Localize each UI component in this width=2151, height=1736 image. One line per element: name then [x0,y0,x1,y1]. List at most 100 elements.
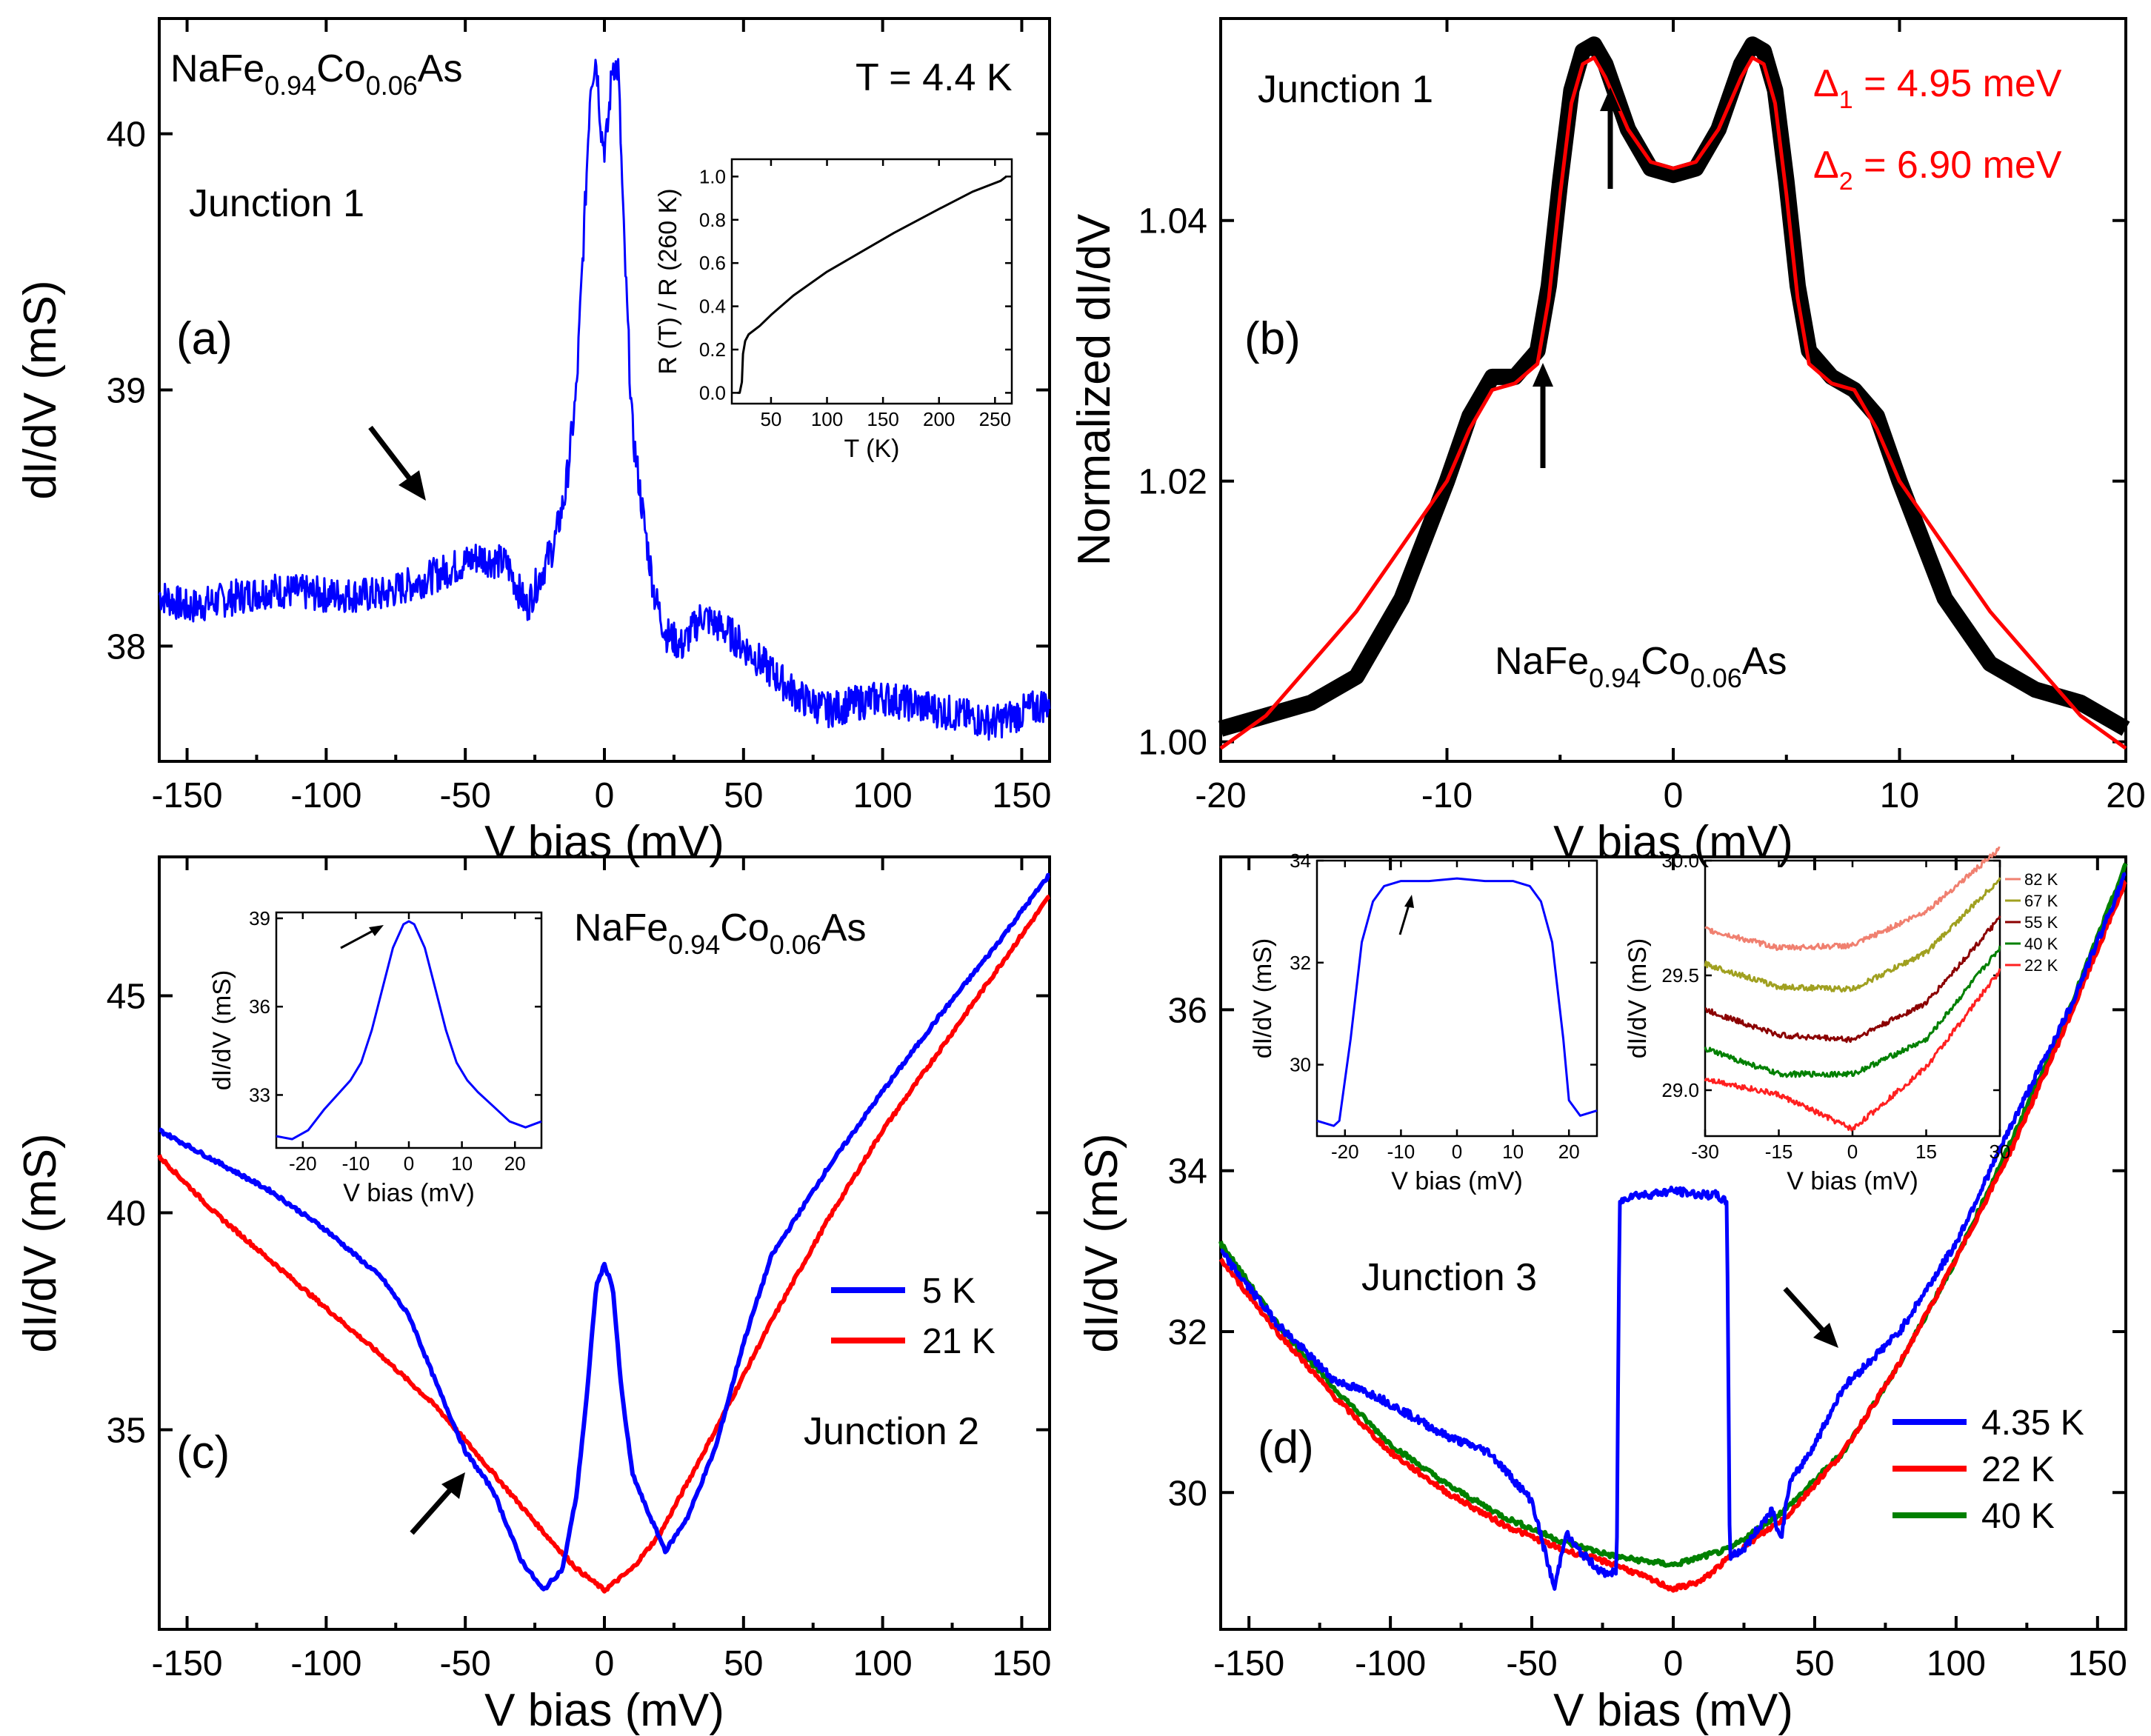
panel-b-gap1-label: Δ1 = 4.95 meV [1813,62,2062,114]
panel-c-inset-ylabel: dI/dV (mS) [208,970,236,1090]
panel-b-xtick-label: 20 [2106,776,2145,815]
panel-d-inset-left-xtick-label: 0 [1452,1141,1462,1163]
panel-d-ytick-label: 34 [1168,1152,1207,1192]
panel-a-inset-series [737,176,1007,394]
panel-a-frame [158,17,1051,763]
panel-d-inset-right-legend-label: 82 K [2024,870,2058,889]
panel-a-ytick-label: 38 [107,627,146,667]
panel-d-arrow [1783,1286,1838,1348]
panel-d-xtick-label: -50 [1506,1644,1557,1683]
panel-d-inset-left-xtick-label: 10 [1502,1141,1524,1163]
panel-c-xtick-label: 50 [724,1644,763,1683]
panel-a-inset-ytick-label: 0.0 [699,381,726,404]
panel-d-inset-right-series-22k [1704,968,2001,1132]
panel-c-inset-arrow [340,929,375,949]
panel-d-inset-left-arrow [1398,904,1410,935]
panel-c-inset-xlabel: V bias (mV) [343,1179,475,1207]
panel-b-ylabel: Normalized dI/dV [1069,213,1120,566]
panel-d-xtick-label: 0 [1664,1644,1684,1683]
panel-c-inset-xtick-label: 20 [504,1152,526,1175]
panel-a-inset-ytick-label: 0.4 [699,296,726,318]
panel-b-xtick-label: 0 [1664,776,1684,815]
panel-c-inset-xtick-label: 10 [451,1152,473,1175]
panel-d-inset-left-series [1316,877,1598,1127]
panel-b-arrow-lower [1533,363,1553,468]
panel-d-inset-left-arrowhead [1404,895,1414,908]
panel-a-material-label: NaFe0.94Co0.06As [170,47,462,101]
panel-d-inset-right-ytick-label: 29.5 [1661,964,1699,986]
panel-d-inset-left-ytick-label: 34 [1290,849,1311,872]
panel-d-inset-right: -30 -15 0 15 30 29.0 29.5 30.0 V bias (mV) dI/dV … [1624,846,2058,1195]
panel-b-junction-label: Junction 1 [1258,68,1433,111]
panel-a-inset-ytick-label: 0.6 [699,252,726,274]
panel-d-xtick-label: -150 [1213,1644,1284,1683]
panel-d-inset-right-series-40k [1704,945,2001,1078]
panel-a-inset-ytick-label: 0.2 [699,338,726,361]
panel-d-inset-left-xtick-label: -10 [1387,1141,1415,1163]
panel-c-junction-label: Junction 2 [804,1410,979,1453]
panel-a-xtick-label: -50 [440,776,491,815]
panel-b-xtick-label: 10 [1880,776,1919,815]
panel-c-xtick-label: -100 [290,1644,361,1683]
panel-a-xtick-label: -150 [152,776,223,815]
panel-d-inset-right-ytick-label: 30.0 [1661,849,1699,872]
panel-c-ylabel: dI/dV (mS) [15,1133,66,1352]
panel-a-inset-xtick-label: 150 [867,408,898,430]
panel-a-inset-ytick-label: 1.0 [699,165,726,187]
panel-c-xtick-label: 150 [992,1644,1051,1683]
panel-d-inset-left-xlabel: V bias (mV) [1391,1167,1523,1195]
panel-b: -20 -10 0 10 201.001.021.04V bias (mV)Normal… [1069,17,2146,868]
legend-label-22k: 22 K [1981,1450,2055,1489]
panel-c-xtick-label: -150 [152,1644,223,1683]
panel-d-inset-right-xtick-label: 0 [1847,1141,1858,1163]
panel-c-inset: -20 -10 0 10 20 33 36 39 V bias (mV) dI/dV (mS) [208,907,543,1207]
panel-a-xtick-label: -100 [290,776,361,815]
panel-b-material-label: NaFe0.94Co0.06As [1495,640,1787,693]
panel-d-inset-right-xlabel: V bias (mV) [1787,1167,1918,1195]
panel-a-inset-xlabel: T (K) [844,435,900,463]
panel-a-inset-ytick-label: 0.8 [699,209,726,231]
panel-c-series-5k [159,872,1050,1592]
panel-a-xtick-label: 150 [992,776,1051,815]
panel-c-inset-series [276,920,542,1141]
panel-a-inset-frame [730,158,1013,405]
panel-d-inset-right-xtick-label: 30 [1990,1141,2011,1163]
panel-a-inset-xtick-label: 250 [979,408,1011,430]
panel-b-ytick-label: 1.04 [1138,202,1207,241]
panel-a-xtick-label: 50 [724,776,763,815]
panel-c-ytick-label: 45 [107,978,146,1017]
panel-b-label: (b) [1244,313,1301,364]
panel-c-material-label: NaFe0.94Co0.06As [574,907,866,960]
panel-a-junction-label: Junction 1 [189,182,364,225]
panel-d-inset-left-ytick-label: 32 [1290,952,1311,974]
panel-d-xtick-label: -100 [1355,1644,1426,1683]
panel-d-inset-right-xtick-label: 15 [1915,1141,1937,1163]
panel-a-series-4-4k [158,58,1051,741]
panel-d-xlabel: V bias (mV) [1553,1685,1793,1736]
panel-c-ytick-label: 35 [107,1411,146,1450]
panel-d-inset-right-xtick-label: -15 [1765,1141,1793,1163]
panel-a-temperature-label: T = 4.4 K [856,56,1013,99]
panel-b-xtick-label: -10 [1421,776,1473,815]
legend-label-40k: 40 K [1981,1497,2055,1536]
panel-d-xtick-label: 50 [1795,1644,1834,1683]
panel-d-legend: 4.35 K 22 K 40 K [1892,1403,2084,1536]
panel-c-label: (c) [176,1427,230,1478]
panel-c-ytick-label: 40 [107,1194,146,1233]
panel-d-inset-left-ylabel: dI/dV (mS) [1249,938,1277,1058]
panel-c-inset-xtick-label: 0 [404,1152,414,1175]
panel-d-inset-right-frame [1704,859,2001,1138]
panel-c-arrow [410,1472,465,1535]
panel-a-inset-xtick-label: 200 [923,408,955,430]
panel-d-ytick-label: 36 [1168,991,1207,1030]
panel-a-inset-xtick-label: 100 [811,408,843,430]
panel-c-inset-xtick-label: -10 [342,1152,370,1175]
panel-b-ytick-label: 1.00 [1138,724,1207,763]
panel-c-xtick-label: 100 [853,1644,913,1683]
